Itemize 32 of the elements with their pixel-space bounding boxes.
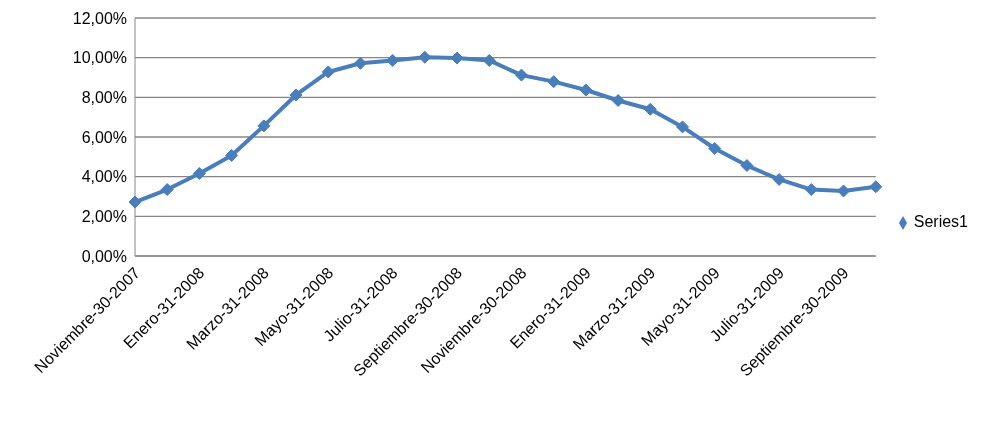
y-tick-label: 10,00% [72,49,127,67]
y-tick-label: 12,00% [72,9,127,27]
point [418,50,432,64]
point [740,159,754,173]
y-tick-label: 0,00% [81,247,127,265]
point [128,195,142,209]
point [837,184,851,198]
point [579,83,593,97]
point [772,172,786,186]
point [869,180,883,194]
point [482,53,496,67]
point [160,183,174,197]
point [386,53,400,67]
point [257,119,271,133]
point [611,94,625,108]
point [804,183,818,197]
point [676,120,690,134]
point [289,88,303,102]
point [192,166,206,180]
y-tick-label: 2,00% [81,208,127,226]
y-tick-label: 4,00% [81,168,127,186]
legend-label: Series1 [913,213,968,230]
point [353,56,367,70]
point [225,148,239,162]
point [321,65,335,79]
point [450,51,464,65]
y-tick-label: 8,00% [81,89,127,107]
point [643,102,657,116]
y-tick-label: 6,00% [81,128,127,146]
point [547,75,561,89]
point [514,68,528,82]
point [708,142,722,155]
